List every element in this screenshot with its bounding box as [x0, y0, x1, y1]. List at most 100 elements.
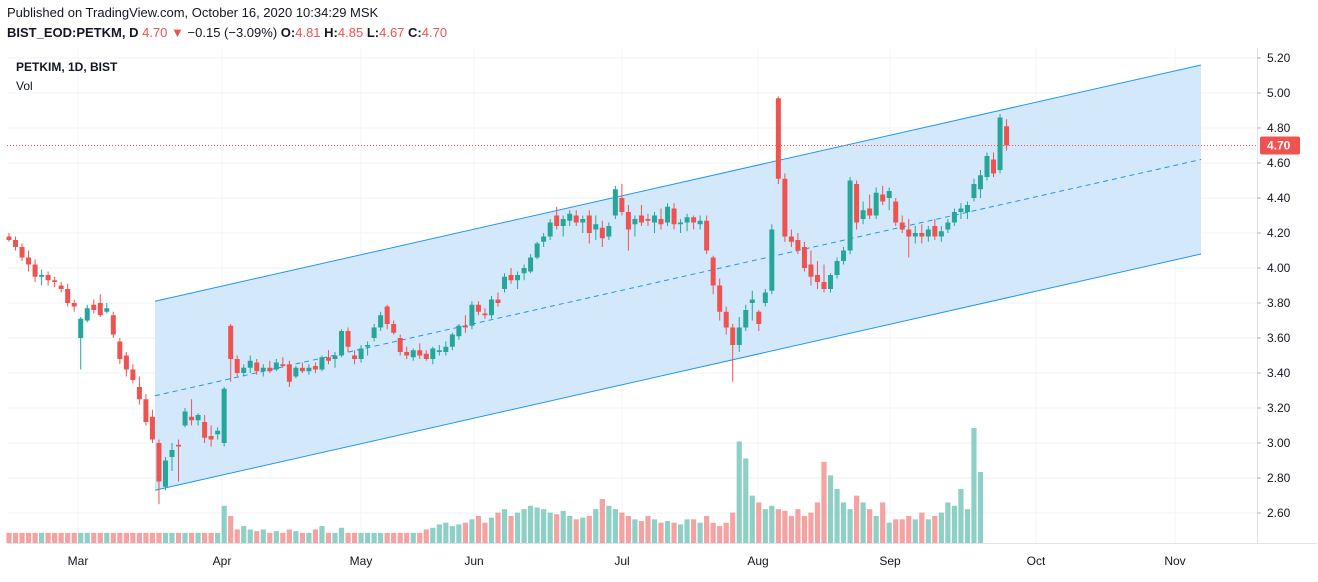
candle-body: [573, 215, 579, 223]
volume-bar: [384, 532, 390, 543]
volume-bar: [788, 515, 794, 543]
candle-body: [423, 353, 429, 359]
regression-channel: [154, 64, 1202, 491]
price-tick-label: 3.60: [1267, 331, 1291, 345]
candle-body: [104, 308, 110, 312]
volume-bar: [638, 521, 645, 543]
candle-body: [130, 369, 136, 380]
volume-bar: [769, 505, 775, 543]
volume-bar: [97, 532, 103, 543]
candle-body: [436, 350, 442, 352]
time-tick-label: May: [350, 554, 373, 568]
volume-bar: [925, 519, 931, 543]
last-price-label: 4.70: [1267, 139, 1291, 153]
candle-body: [801, 247, 807, 268]
volume-bar: [508, 515, 514, 543]
volume-bar: [117, 532, 123, 543]
candle-body: [554, 215, 560, 226]
candle-body: [508, 275, 514, 281]
volume-bar: [299, 532, 305, 543]
candle-body: [541, 236, 547, 242]
last-price-badge: [1260, 136, 1300, 155]
volume-bar: [749, 495, 755, 543]
candle-body: [586, 215, 592, 233]
volume-bar: [215, 532, 221, 543]
candle-body: [593, 224, 599, 230]
time-tick-label: Jun: [464, 554, 483, 568]
candle-body: [13, 240, 19, 247]
volume-bar: [723, 522, 729, 543]
candle-body: [6, 236, 12, 240]
candle-body: [984, 156, 990, 177]
candle-body: [502, 276, 508, 289]
volume-bar: [717, 526, 723, 543]
candle-body: [202, 422, 208, 438]
volume-bar: [521, 509, 527, 543]
volume-bar: [136, 532, 142, 543]
candle-body: [638, 215, 644, 223]
time-tick-label: Nov: [1164, 554, 1185, 568]
volume-bar: [202, 532, 208, 543]
volume-bar: [664, 521, 671, 543]
volume-bar: [964, 509, 971, 543]
candle-body: [273, 362, 279, 370]
time-tick-label: Sep: [879, 554, 901, 568]
volume-bar: [580, 517, 586, 543]
volume-bar: [482, 522, 488, 543]
volume-bar: [475, 515, 482, 543]
price-tick-label: 3.80: [1267, 296, 1291, 310]
candle-body: [782, 178, 788, 237]
volume-bar: [651, 519, 658, 543]
candle-body: [469, 304, 475, 326]
candle-body: [997, 117, 1003, 170]
volume-bar: [332, 532, 338, 543]
candle-body: [808, 264, 814, 277]
channel-fill: [155, 65, 1201, 491]
volume-bar: [632, 519, 638, 543]
candle-body: [280, 364, 286, 366]
candle-body: [788, 236, 794, 242]
candle-body: [397, 338, 403, 352]
price-tick-label: 4.20: [1267, 226, 1291, 240]
volume-bar: [58, 532, 64, 543]
legend-volume: Vol: [16, 79, 33, 93]
candle-body: [195, 415, 201, 421]
volume-bar: [312, 529, 319, 543]
candle-body: [136, 387, 142, 400]
candle-body: [358, 348, 364, 359]
volume-bar: [273, 531, 279, 543]
candle-body: [612, 189, 618, 216]
volume-bar: [645, 515, 651, 543]
volume-bar: [528, 505, 534, 543]
price-tick-label: 4.80: [1267, 121, 1291, 135]
volume-bar: [410, 532, 416, 543]
candle-body: [515, 275, 521, 281]
channel-middle-line: [154, 159, 1202, 397]
candle-body: [678, 222, 684, 225]
candle-body: [371, 327, 377, 338]
symbol-line: BIST_EOD:PETKM, D: [7, 25, 139, 40]
candle-body: [430, 348, 436, 359]
candle-body: [456, 325, 462, 337]
volume-bar: [691, 519, 697, 543]
volume-bar: [25, 532, 32, 543]
candle-body: [723, 311, 729, 328]
time-tick-label: Aug: [747, 554, 768, 568]
published-caption: Published on TradingView.com, October 16…: [7, 5, 379, 20]
volume-bar: [586, 515, 592, 543]
price-tick-label: 4.60: [1267, 156, 1291, 170]
volume-bar: [606, 505, 612, 543]
volume-bar: [12, 532, 19, 543]
candle-body: [828, 275, 834, 289]
time-tick-label: Jul: [614, 554, 629, 568]
candle-body: [110, 315, 116, 335]
volume-bar: [78, 532, 84, 543]
candle-body: [854, 184, 860, 223]
volume-bar: [228, 515, 234, 543]
legend-symbol: PETKIM, 1D, BIST: [16, 60, 118, 74]
volume-bar: [880, 502, 886, 543]
candle-body: [254, 362, 260, 372]
candle-body: [234, 359, 240, 373]
volume-bar: [208, 532, 214, 543]
